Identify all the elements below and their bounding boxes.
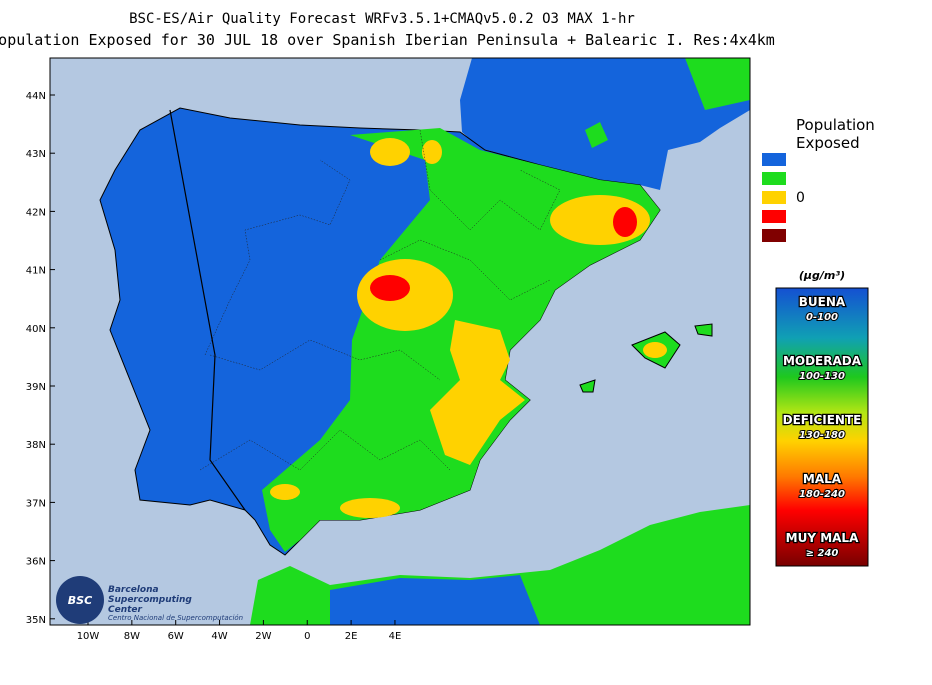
legend-swatch xyxy=(762,172,786,185)
colorbar-class: DEFICIENTE xyxy=(783,413,862,427)
lon-label: 2W xyxy=(255,631,271,642)
legend-swatch xyxy=(762,153,786,166)
colorbar-class: MALA xyxy=(803,472,842,486)
legend-title: Population xyxy=(796,116,875,134)
france-green xyxy=(585,58,750,148)
borders xyxy=(199,129,561,471)
colorbar-range: 130-180 xyxy=(799,430,845,441)
france xyxy=(460,58,750,190)
lat-label: 44N xyxy=(26,91,46,102)
colorbar-class: MUY MALA xyxy=(786,531,859,545)
lon-label: 4W xyxy=(211,631,227,642)
map-frame xyxy=(49,57,751,626)
colorbar-range: 100-130 xyxy=(799,371,845,382)
lat-label: 43N xyxy=(26,149,46,160)
lat-label: 37N xyxy=(26,498,46,509)
logo: BSC Barcelona Supercomputing Center Cent… xyxy=(56,576,243,624)
logo-name: Supercomputing xyxy=(108,595,192,605)
lon-label: 6W xyxy=(168,631,184,642)
lon-label: 2E xyxy=(345,631,358,642)
lon-label: 0 xyxy=(304,631,310,642)
logo-mark: BSC xyxy=(68,594,92,607)
lat-label: 35N xyxy=(26,615,46,626)
map xyxy=(50,58,750,625)
lon-label: 8W xyxy=(124,631,140,642)
colorbar-class: MODERADA xyxy=(783,354,862,368)
colorbar xyxy=(775,287,869,567)
logo-icon xyxy=(56,576,104,624)
colorbar-labels: BUENA 0-100 MODERADA 100-130 DEFICIENTE 130-1… xyxy=(781,294,863,560)
ticks: 44N 43N 42N 41N 40N 39N 38N 37N 36N 35N 10W 8W 6W 4W 2… xyxy=(26,91,402,642)
lat-label: 42N xyxy=(26,207,46,218)
logo-subtitle: Centro Nacional de Supercomputación xyxy=(108,614,243,622)
legend: 0 xyxy=(762,153,805,242)
title: BSC-ES/Air Quality Forecast WRFv3.5.1+CM… xyxy=(129,11,635,27)
colorbar-class: BUENA xyxy=(799,295,846,309)
africa-blue xyxy=(330,575,540,625)
legend-swatch xyxy=(762,229,786,242)
lon-label: 10W xyxy=(77,631,100,642)
lat-label: 36N xyxy=(26,557,46,568)
subtitle: Population Exposed for 30 JUL 18 over Sp… xyxy=(0,31,775,49)
balearic-yellow xyxy=(643,342,667,358)
logo-name: Center xyxy=(108,605,143,615)
colorbar-range: ≥ 240 xyxy=(806,548,839,559)
lat-label: 38N xyxy=(26,440,46,451)
logo-name: Barcelona xyxy=(108,585,159,595)
legend-title: Exposed xyxy=(796,134,860,152)
lat-label: 41N xyxy=(26,266,46,277)
legend-swatch xyxy=(762,210,786,223)
lat-label: 40N xyxy=(26,324,46,335)
legend-label: 0 xyxy=(796,190,805,206)
colorbar-range: 0-100 xyxy=(806,312,838,323)
colorbar-unit: (µg/m³) xyxy=(799,269,845,282)
colorbar-range: 180-240 xyxy=(799,489,845,500)
red-zones xyxy=(370,207,637,301)
legend-swatch xyxy=(762,191,786,204)
lon-label: 4E xyxy=(389,631,402,642)
lat-label: 39N xyxy=(26,382,46,393)
portugal-border xyxy=(169,109,246,511)
